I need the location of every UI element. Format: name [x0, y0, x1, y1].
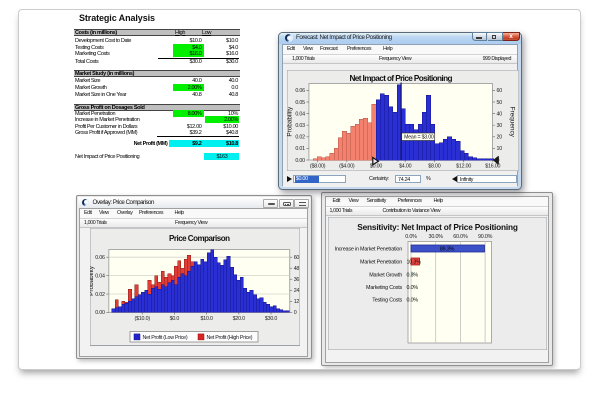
svg-text:($10.0): ($10.0): [134, 316, 150, 322]
svg-text:Price Comparison: Price Comparison: [169, 234, 230, 243]
svg-text:24: 24: [293, 288, 299, 294]
svg-text:60: 60: [293, 255, 299, 261]
svg-text:0.0%: 0.0%: [405, 234, 417, 240]
svg-text:$12.00: $12.00: [456, 164, 471, 170]
svg-text:Market Penetration: Market Penetration: [360, 260, 402, 266]
svg-text:Market Growth: Market Growth: [369, 272, 402, 278]
svg-text:10: 10: [496, 146, 502, 152]
svg-text:36: 36: [293, 277, 299, 283]
svg-text:$4.00: $4.00: [399, 164, 412, 170]
svg-text:30.0%: 30.0%: [429, 234, 444, 240]
svg-text:Net Profit (High Price): Net Profit (High Price): [206, 335, 252, 341]
svg-text:0.00: 0.00: [95, 310, 105, 316]
svg-text:40: 40: [496, 111, 502, 117]
svg-text:90.0%: 90.0%: [478, 234, 493, 240]
svg-text:($8.00): ($8.00): [309, 164, 325, 170]
svg-text:$0.00: $0.00: [369, 164, 382, 170]
svg-text:Net Impact of Price Positionin: Net Impact of Price Positioning: [349, 74, 452, 83]
svg-text:Probability: Probability: [287, 106, 293, 137]
svg-text:48: 48: [293, 266, 299, 272]
svg-text:20: 20: [496, 135, 502, 141]
svg-text:0: 0: [293, 310, 296, 316]
svg-text:89.3%: 89.3%: [440, 247, 455, 253]
svg-text:$20.0: $20.0: [232, 316, 245, 322]
svg-text:0.02: 0.02: [295, 135, 305, 141]
svg-text:Marketing Costs: Marketing Costs: [366, 285, 402, 291]
svg-text:Frequency: Frequency: [508, 107, 515, 138]
svg-text:0.04: 0.04: [295, 111, 305, 117]
svg-text:60.0%: 60.0%: [453, 234, 468, 240]
svg-text:0.00: 0.00: [295, 158, 305, 164]
svg-text:$0.0: $0.0: [169, 316, 179, 322]
svg-text:Probability: Probability: [90, 265, 95, 296]
svg-text:60: 60: [496, 88, 502, 94]
svg-text:50: 50: [496, 100, 502, 106]
svg-text:$30.0: $30.0: [264, 316, 277, 322]
svg-text:0.0%: 0.0%: [407, 285, 419, 291]
svg-text:0.06: 0.06: [295, 88, 305, 94]
svg-text:10.3%: 10.3%: [407, 260, 422, 266]
svg-text:$16.00: $16.00: [485, 164, 500, 170]
svg-text:0.04: 0.04: [95, 273, 105, 279]
svg-text:0.03: 0.03: [295, 123, 305, 129]
svg-text:Increase in Market Penetration: Increase in Market Penetration: [335, 247, 403, 253]
svg-text:30: 30: [496, 123, 502, 129]
svg-text:($4.00): ($4.00): [339, 164, 355, 170]
svg-text:Net Profit (Low Price): Net Profit (Low Price): [142, 335, 187, 341]
svg-text:0.3%: 0.3%: [407, 272, 419, 278]
svg-text:Mean = $3.00: Mean = $3.00: [404, 135, 434, 141]
svg-text:Sensitivity: Net Impact of Pri: Sensitivity: Net Impact of Price Positio…: [357, 222, 518, 232]
svg-text:12: 12: [293, 299, 299, 305]
svg-text:0.06: 0.06: [95, 255, 105, 261]
svg-text:0.02: 0.02: [95, 292, 105, 298]
svg-text:$10.0: $10.0: [200, 316, 213, 322]
svg-text:0.0%: 0.0%: [407, 297, 419, 303]
svg-text:0.05: 0.05: [295, 100, 305, 106]
svg-text:0.01: 0.01: [295, 146, 305, 152]
svg-text:Testing Costs: Testing Costs: [372, 297, 402, 303]
svg-text:$8.00: $8.00: [428, 164, 441, 170]
